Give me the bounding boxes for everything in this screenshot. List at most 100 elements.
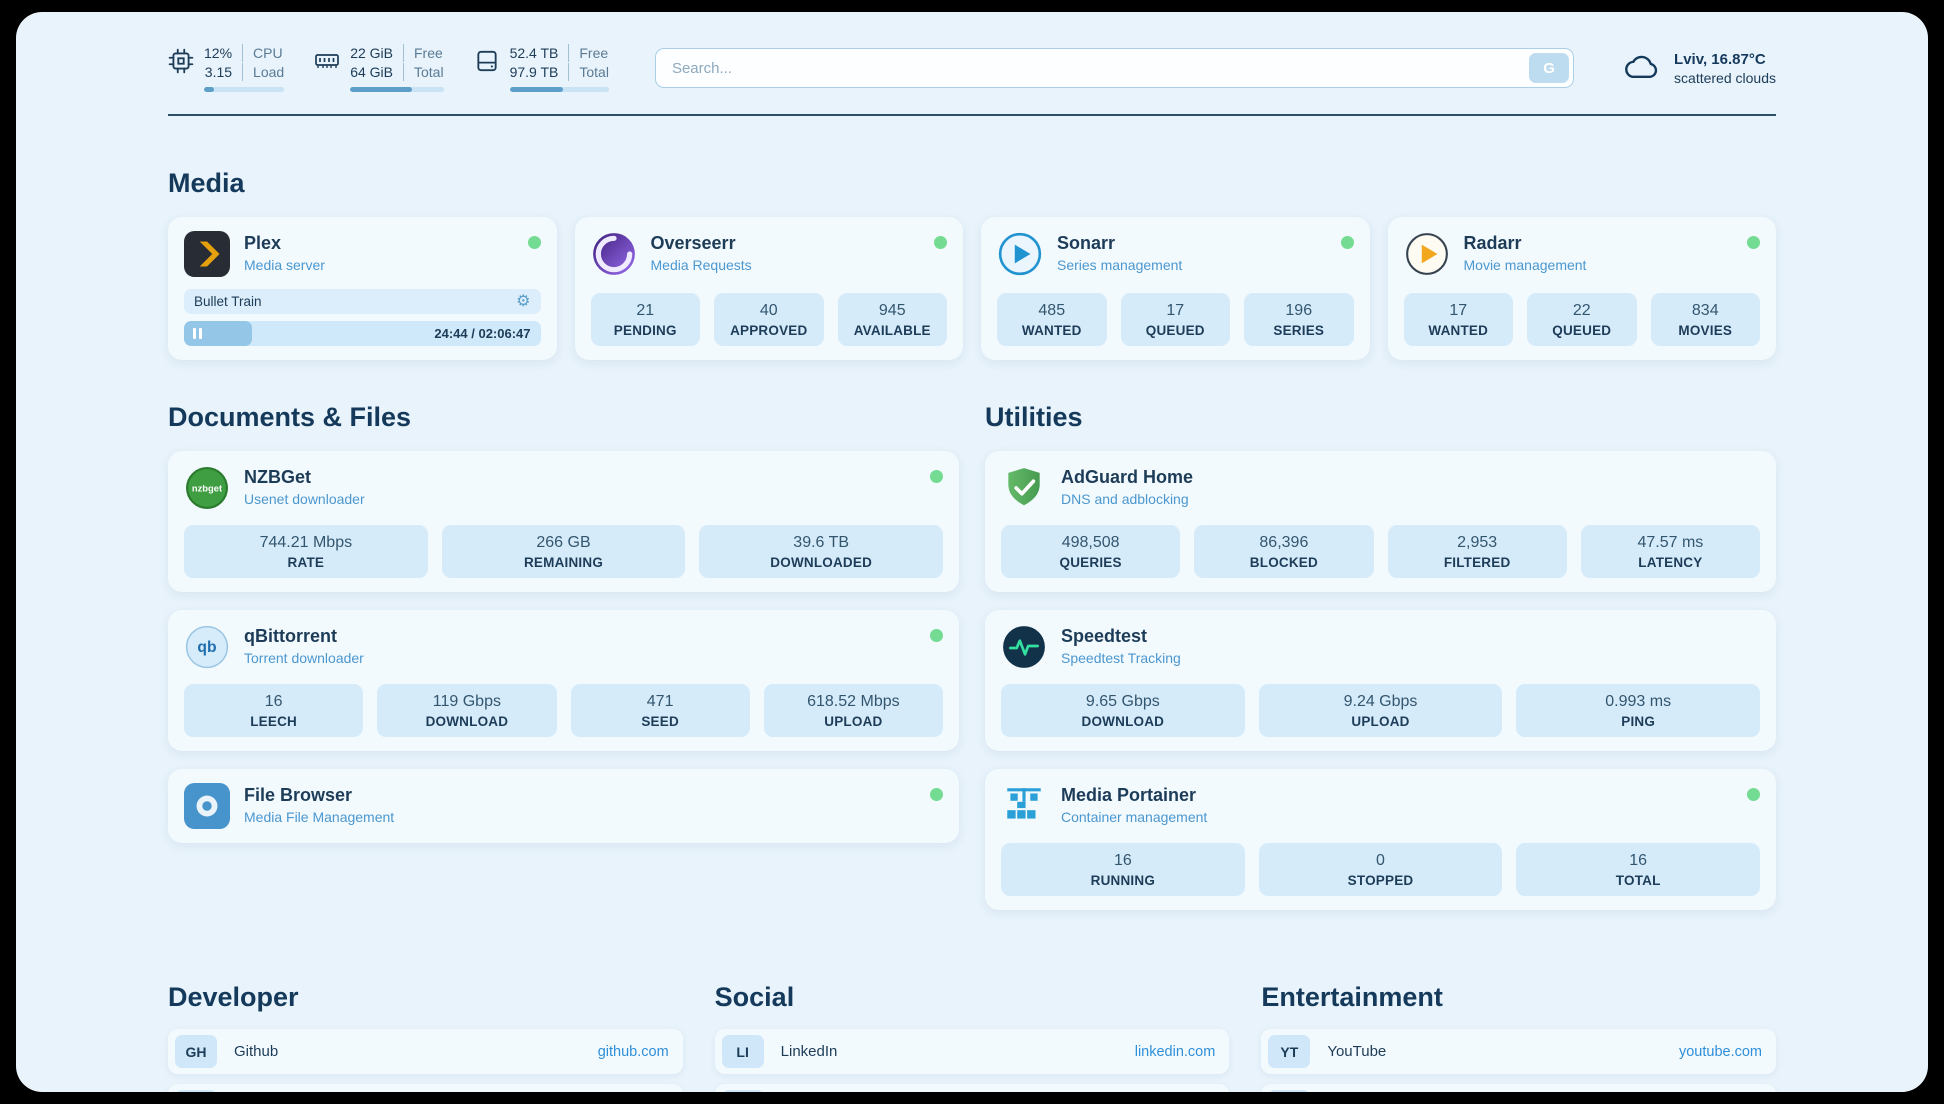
- status-dot: [1340, 236, 1354, 249]
- search-bar: G: [654, 48, 1575, 88]
- disk-total-label: Total: [568, 63, 609, 81]
- bookmark-netflix[interactable]: NF Netflix netflix.com: [1261, 1084, 1776, 1092]
- bookmark-badge: LI: [721, 1035, 764, 1068]
- search-engine-button[interactable]: G: [1529, 53, 1570, 83]
- bookmark-twitter[interactable]: TW Twitter twitter.com: [714, 1084, 1230, 1092]
- speedtest-icon: [1001, 624, 1047, 670]
- pause-icon[interactable]: [193, 328, 202, 339]
- status-dot: [1747, 788, 1760, 801]
- app-subtitle: Media Requests: [650, 257, 752, 273]
- app-subtitle: Usenet downloader: [244, 491, 365, 507]
- bookmark-group-title: Social: [714, 982, 795, 1012]
- bookmark-name: YouTube: [1327, 1043, 1387, 1060]
- overseerr-icon: [591, 231, 637, 277]
- bookmark-group-title: Developer: [168, 982, 299, 1012]
- app-card-radarr[interactable]: Radarr Movie management 17 WANTED 22 QUEUE…: [1387, 217, 1776, 360]
- app-name: File Browser: [244, 785, 353, 805]
- stat-running: 16 RUNNING: [1001, 843, 1245, 896]
- cpu-usage-label: CPU: [242, 44, 284, 62]
- stat-downloaded: 39.6 TB DOWNLOADED: [699, 525, 944, 578]
- bookmark-url[interactable]: github.com: [597, 1043, 669, 1060]
- stat-download: 9.65 Gbps DOWNLOAD: [1001, 684, 1245, 737]
- app-name: Media Portainer: [1061, 785, 1197, 805]
- bookmark-youtube[interactable]: YT YouTube youtube.com: [1261, 1029, 1776, 1074]
- app-subtitle: DNS and adblocking: [1061, 491, 1189, 507]
- status-dot: [527, 236, 541, 249]
- app-subtitle: Speedtest Tracking: [1061, 650, 1181, 666]
- app-card-adguard[interactable]: AdGuard Home DNS and adblocking 498,508 Q…: [985, 451, 1776, 592]
- svg-text:nzbget: nzbget: [192, 483, 223, 494]
- bookmark-name: Github: [234, 1043, 279, 1060]
- section-title-utilities: Utilities: [985, 402, 1083, 432]
- adguard-icon: [1001, 465, 1047, 511]
- app-name: qBittorrent: [244, 626, 337, 646]
- bookmark-linkedin[interactable]: LI LinkedIn linkedin.com: [714, 1029, 1230, 1074]
- stat-leech: 16 LEECH: [184, 684, 364, 737]
- ram-total-value: 64 GiB: [350, 64, 393, 80]
- app-card-qbittorrent[interactable]: qb qBittorrent Torrent downloader 16 LEEC…: [168, 610, 959, 751]
- app-card-sonarr[interactable]: Sonarr Series management 485 WANTED 17 QUE…: [981, 217, 1370, 360]
- playback-progress-bar[interactable]: 24:44 / 02:06:47: [184, 321, 541, 346]
- portainer-icon: [1001, 783, 1047, 829]
- stat-download: 119 Gbps DOWNLOAD: [377, 684, 557, 737]
- bookmark-group-developer: Developer GH Github github.com SO StackO…: [168, 982, 683, 1092]
- header-divider: [168, 114, 1776, 116]
- stat-upload: 618.52 Mbps UPLOAD: [763, 684, 943, 737]
- cpu-usage-value: 12%: [204, 45, 233, 61]
- bookmark-github[interactable]: GH Github github.com: [168, 1029, 683, 1074]
- documents-column: Documents & Files nzbget NZBGet Usenet d…: [168, 402, 959, 861]
- disk-metric: 52.4 TB Free 97.9 TB Total: [474, 44, 609, 92]
- stat-wanted: 17 WANTED: [1403, 293, 1513, 346]
- bookmark-name: LinkedIn: [780, 1043, 838, 1060]
- app-card-speedtest[interactable]: Speedtest Speedtest Tracking 9.65 Gbps DO…: [985, 610, 1776, 751]
- system-metrics: 12% CPU 3.15 Load 22 GiB Free 64: [168, 44, 609, 92]
- memory-metric: 22 GiB Free 64 GiB Total: [314, 44, 444, 92]
- filebrowser-icon: [184, 783, 230, 829]
- cpu-metric: 12% CPU 3.15 Load: [168, 44, 285, 92]
- stat-queued: 22 QUEUED: [1527, 293, 1637, 346]
- stat-filtered: 2,953 FILTERED: [1387, 525, 1567, 578]
- stat-available: 945 AVAILABLE: [837, 293, 947, 346]
- gear-icon[interactable]: ⚙: [516, 292, 531, 310]
- stat-series: 196 SERIES: [1244, 293, 1354, 346]
- playback-progress-fill: [184, 321, 252, 346]
- bookmark-group-entertainment: Entertainment YT YouTube youtube.com NF …: [1261, 982, 1776, 1092]
- bookmark-badge: TW: [721, 1090, 764, 1092]
- app-name: AdGuard Home: [1061, 467, 1194, 487]
- weather-condition: scattered clouds: [1674, 69, 1776, 86]
- cpu-icon: [168, 48, 194, 74]
- qbittorrent-icon: qb: [184, 624, 230, 670]
- status-dot: [934, 236, 947, 249]
- cloud-icon: [1622, 53, 1662, 83]
- section-title-documents: Documents & Files: [168, 402, 412, 432]
- app-card-overseerr[interactable]: Overseerr Media Requests 21 PENDING 40 APP…: [574, 217, 963, 360]
- cpu-load-label: Load: [242, 63, 284, 81]
- ram-free-label: Free: [403, 44, 444, 62]
- now-playing-title: Bullet Train: [194, 294, 262, 309]
- ram-progress-bar: [350, 87, 444, 92]
- plex-icon: [184, 231, 230, 277]
- app-card-nzbget[interactable]: nzbget NZBGet Usenet downloader 744.21 M…: [168, 451, 959, 592]
- app-name: Sonarr: [1057, 233, 1116, 253]
- bookmark-url[interactable]: youtube.com: [1678, 1043, 1762, 1060]
- app-card-plex[interactable]: Plex Media server Bullet Train ⚙ 24:44 /…: [168, 217, 557, 360]
- bookmark-badge: NF: [1268, 1090, 1311, 1092]
- bookmark-stackoverflow[interactable]: SO StackOverflow stackoverflow.com: [168, 1084, 683, 1092]
- disk-progress-bar: [509, 87, 609, 92]
- svg-text:qb: qb: [197, 639, 216, 656]
- now-playing-widget: Bullet Train ⚙ 24:44 / 02:06:47: [184, 277, 541, 346]
- app-subtitle: Series management: [1057, 257, 1183, 273]
- bookmark-badge: YT: [1268, 1035, 1311, 1068]
- search-input[interactable]: [654, 48, 1575, 88]
- app-card-filebrowser[interactable]: File Browser Media File Management: [168, 769, 959, 843]
- app-card-portainer[interactable]: Media Portainer Container management 16 R…: [985, 769, 1776, 910]
- stat-total: 16 TOTAL: [1516, 843, 1761, 896]
- stat-pending: 21 PENDING: [590, 293, 700, 346]
- app-name: Radarr: [1463, 233, 1522, 253]
- ram-icon: [314, 48, 340, 74]
- disk-free-label: Free: [568, 44, 609, 62]
- stat-remaining: 266 GB REMAINING: [441, 525, 686, 578]
- status-dot: [930, 629, 943, 642]
- bookmark-url[interactable]: linkedin.com: [1134, 1043, 1216, 1060]
- radarr-icon: [1404, 231, 1450, 277]
